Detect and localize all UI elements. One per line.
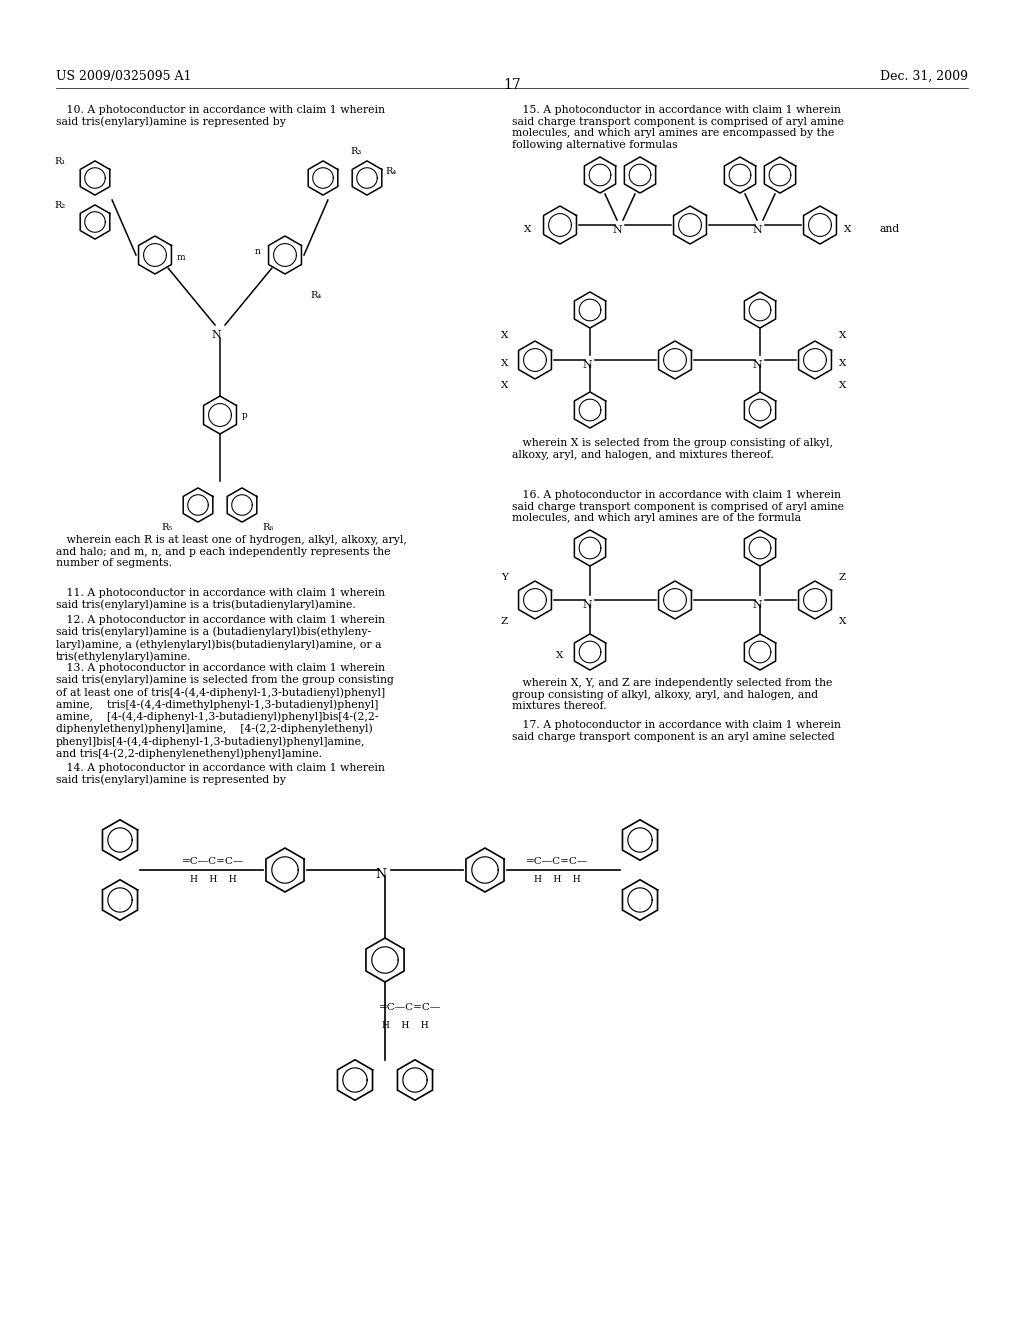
Text: R₄: R₄ [385, 168, 396, 177]
Text: H    H    H: H H H [534, 875, 581, 884]
Text: H    H    H: H H H [382, 1020, 428, 1030]
Text: wherein X, Y, and Z are independently selected from the
group consisting of alky: wherein X, Y, and Z are independently se… [512, 678, 833, 711]
Text: Z: Z [839, 573, 846, 582]
Text: Y: Y [501, 573, 508, 582]
Text: =C—C=C—: =C—C=C— [526, 858, 588, 866]
Text: 11. A photoconductor in accordance with claim 1 wherein
said tris(enylaryl)amine: 11. A photoconductor in accordance with … [56, 587, 385, 610]
Text: =C—C=C—: =C—C=C— [182, 858, 244, 866]
Text: R₃: R₃ [350, 148, 361, 157]
Text: Dec. 31, 2009: Dec. 31, 2009 [880, 70, 968, 83]
Text: R₄: R₄ [310, 290, 322, 300]
Text: N: N [582, 360, 592, 370]
Text: X: X [839, 359, 847, 368]
Text: and: and [880, 224, 900, 234]
Text: 17. A photoconductor in accordance with claim 1 wherein
said charge transport co: 17. A photoconductor in accordance with … [512, 719, 841, 742]
Text: m: m [177, 252, 185, 261]
Text: US 2009/0325095 A1: US 2009/0325095 A1 [56, 70, 191, 83]
Text: n: n [255, 248, 261, 256]
Text: 14. A photoconductor in accordance with claim 1 wherein
said tris(enylaryl)amine: 14. A photoconductor in accordance with … [56, 763, 385, 785]
Text: X: X [523, 224, 531, 234]
Text: wherein each R is at least one of hydrogen, alkyl, alkoxy, aryl,
and halo; and m: wherein each R is at least one of hydrog… [56, 535, 407, 568]
Text: 13. A photoconductor in accordance with claim 1 wherein
said tris(enylaryl)amine: 13. A photoconductor in accordance with … [56, 663, 394, 759]
Text: wherein X is selected from the group consisting of alkyl,
alkoxy, aryl, and halo: wherein X is selected from the group con… [512, 438, 833, 459]
Text: 17: 17 [503, 78, 521, 92]
Text: N: N [752, 601, 762, 610]
Text: X: X [839, 380, 847, 389]
Text: R₅: R₅ [162, 524, 173, 532]
Text: X: X [501, 359, 508, 368]
Text: X: X [501, 380, 508, 389]
Text: R₁: R₁ [54, 157, 66, 166]
Text: R₂: R₂ [54, 201, 66, 210]
Text: 16. A photoconductor in accordance with claim 1 wherein
said charge transport co: 16. A photoconductor in accordance with … [512, 490, 844, 523]
Text: 15. A photoconductor in accordance with claim 1 wherein
said charge transport co: 15. A photoconductor in accordance with … [512, 106, 844, 149]
Text: N: N [612, 224, 622, 235]
Text: R₆: R₆ [262, 524, 273, 532]
Text: p: p [242, 411, 248, 420]
Text: X: X [844, 224, 851, 234]
Text: X: X [839, 330, 847, 339]
Text: N: N [752, 360, 762, 370]
Text: =C—C=C—: =C—C=C— [379, 1002, 441, 1011]
Text: N: N [582, 601, 592, 610]
Text: N: N [376, 869, 386, 882]
Text: X: X [556, 652, 563, 660]
Text: H    H    H: H H H [189, 875, 237, 884]
Text: 12. A photoconductor in accordance with claim 1 wherein
said tris(enylaryl)amine: 12. A photoconductor in accordance with … [56, 615, 385, 661]
Text: N: N [211, 330, 221, 341]
Text: N: N [752, 224, 762, 235]
Text: X: X [501, 330, 508, 339]
Text: 10. A photoconductor in accordance with claim 1 wherein
said tris(enylaryl)amine: 10. A photoconductor in accordance with … [56, 106, 385, 127]
Text: X: X [839, 618, 847, 627]
Text: Z: Z [501, 618, 508, 627]
